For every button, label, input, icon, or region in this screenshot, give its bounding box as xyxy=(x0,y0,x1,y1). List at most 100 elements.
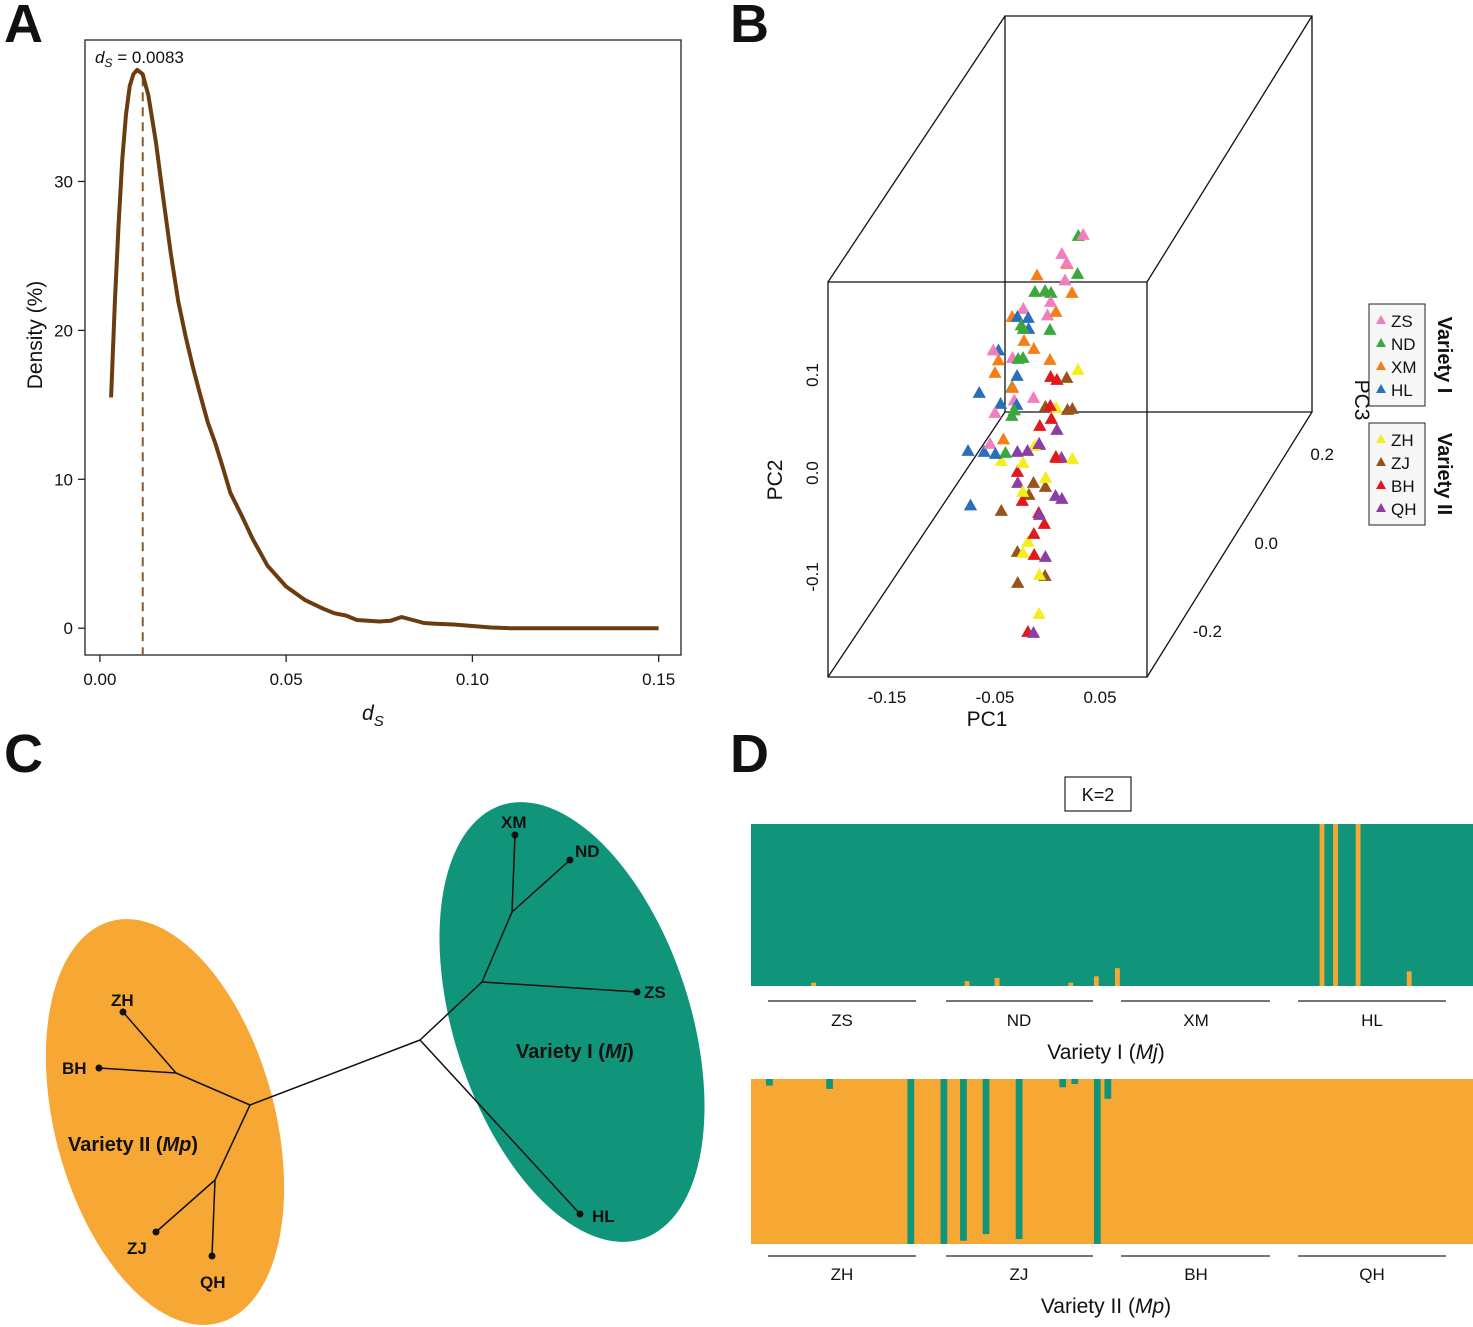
point-zs xyxy=(1016,302,1030,314)
legend-marker-xm xyxy=(1376,361,1386,370)
annotation-d: d xyxy=(95,48,105,67)
panel-label-d: D xyxy=(730,724,769,784)
point-xm xyxy=(988,366,1002,378)
leaf-label-zj: ZJ xyxy=(127,1239,147,1258)
point-bh xyxy=(1044,412,1058,424)
branch xyxy=(511,859,571,913)
point-qh xyxy=(1032,508,1047,520)
point-bh xyxy=(1050,373,1064,385)
legend-variety2: ZH ZJ BH QH Variety II xyxy=(1368,422,1455,526)
tip-zh xyxy=(119,1008,127,1016)
leaf-label-bh: BH xyxy=(62,1059,87,1078)
admixture-bar xyxy=(907,1079,915,1244)
admixture-bar xyxy=(811,982,816,986)
point-zj xyxy=(1022,488,1036,500)
point-nd xyxy=(1070,267,1085,279)
group-label-zs: ZS xyxy=(831,1011,853,1030)
point-zs xyxy=(988,406,1002,418)
point-xm xyxy=(996,432,1011,445)
pca-3d-plot: -0.15 -0.05 0.05 PC1 -0.1 0.0 0.1 PC2 -0… xyxy=(764,15,1455,731)
pc3-tick: -0.2 xyxy=(1193,622,1222,641)
variety1-label: Variety I (Mj) xyxy=(516,1041,634,1063)
admixture-bar xyxy=(994,977,1000,986)
point-hl xyxy=(993,397,1008,409)
admixture-bar xyxy=(1071,1079,1079,1084)
point-hl xyxy=(972,386,986,398)
variety2-label-abbr: Mp xyxy=(163,1134,192,1156)
tip-hl xyxy=(576,1210,584,1218)
top-admixture-bars xyxy=(811,824,1412,986)
variety1-label-text: Variety I ( xyxy=(516,1041,605,1063)
pc3-ticks: -0.2 0.0 0.2 xyxy=(1193,445,1334,641)
point-zh xyxy=(1016,546,1030,558)
point-zj xyxy=(1026,476,1041,488)
group-separators xyxy=(768,1000,1446,1257)
pc2-tick: 0.1 xyxy=(803,363,822,387)
x-axis: 0.00 0.05 0.10 0.15 xyxy=(83,655,675,689)
variety1-label-abbr: Mj xyxy=(605,1041,628,1063)
point-hl xyxy=(963,498,978,511)
admixture-bar xyxy=(1333,824,1338,986)
pc1-label: PC1 xyxy=(967,708,1008,731)
admixture-bar xyxy=(1319,824,1325,986)
point-xm xyxy=(1049,305,1063,317)
point-nd xyxy=(1028,285,1042,297)
tree-branches xyxy=(98,834,638,1257)
point-nd xyxy=(1016,351,1030,363)
legend-label-bh: BH xyxy=(1391,477,1415,496)
x-label-d: d xyxy=(362,702,375,725)
pc1-tick: -0.05 xyxy=(976,688,1015,707)
point-bh xyxy=(1049,450,1063,462)
admixture-bar xyxy=(982,1079,990,1235)
top-group-labels: ZS ND XM HL xyxy=(831,1011,1383,1030)
branch xyxy=(511,834,516,913)
point-hl xyxy=(961,444,975,456)
pc1-tick: -0.15 xyxy=(868,688,907,707)
panel-label-c: C xyxy=(4,724,43,784)
point-xm xyxy=(1005,381,1020,393)
bottom-title-abbr: Mp xyxy=(1135,1295,1164,1318)
point-nd xyxy=(1043,323,1057,335)
point-hl xyxy=(977,445,991,457)
point-qh xyxy=(1032,437,1046,449)
admixture-bar xyxy=(1093,976,1099,986)
pc2-label: PC2 xyxy=(764,460,787,501)
bottom-structure-bar xyxy=(751,1079,1473,1244)
point-zj xyxy=(994,504,1008,516)
legend-label-zh: ZH xyxy=(1391,431,1414,450)
legend-variety2-title: Variety II xyxy=(1433,433,1455,515)
point-qh xyxy=(1050,423,1064,435)
panel-label-a: A xyxy=(4,0,43,54)
group-label-bh: BH xyxy=(1184,1265,1208,1284)
point-zj xyxy=(1038,480,1053,492)
admixture-bar xyxy=(1093,1079,1101,1244)
point-qh xyxy=(1011,476,1025,488)
x-label-sub: S xyxy=(374,713,384,730)
pca-points xyxy=(961,228,1090,638)
branch xyxy=(155,1179,216,1233)
pc3-tick: 0.0 xyxy=(1254,534,1278,553)
leaf-label-hl: HL xyxy=(592,1207,615,1226)
point-qh xyxy=(1010,445,1025,457)
point-qh xyxy=(1038,550,1053,562)
point-zs xyxy=(1060,256,1074,268)
legend-variety1: ZS ND XM HL Variety I xyxy=(1368,303,1455,407)
x-axis-label: dS xyxy=(362,702,384,730)
annotation-sub: S xyxy=(104,56,112,70)
pca-box xyxy=(827,15,1313,678)
box-edge xyxy=(827,411,1006,678)
legend-marker-zj xyxy=(1376,457,1386,466)
point-hl xyxy=(988,447,1002,459)
point-qh xyxy=(1055,492,1069,504)
box-edge xyxy=(827,15,1006,283)
x-tick-label: 0.10 xyxy=(456,670,489,689)
admixture-bar xyxy=(940,1079,948,1244)
admixture-bar xyxy=(1104,1079,1112,1099)
point-bh xyxy=(1033,419,1047,431)
branch xyxy=(98,1067,177,1074)
tree-tips xyxy=(95,831,641,1260)
density-curve xyxy=(109,67,659,631)
point-bh xyxy=(1010,465,1025,477)
point-nd xyxy=(998,446,1013,458)
point-zh xyxy=(1021,535,1035,547)
